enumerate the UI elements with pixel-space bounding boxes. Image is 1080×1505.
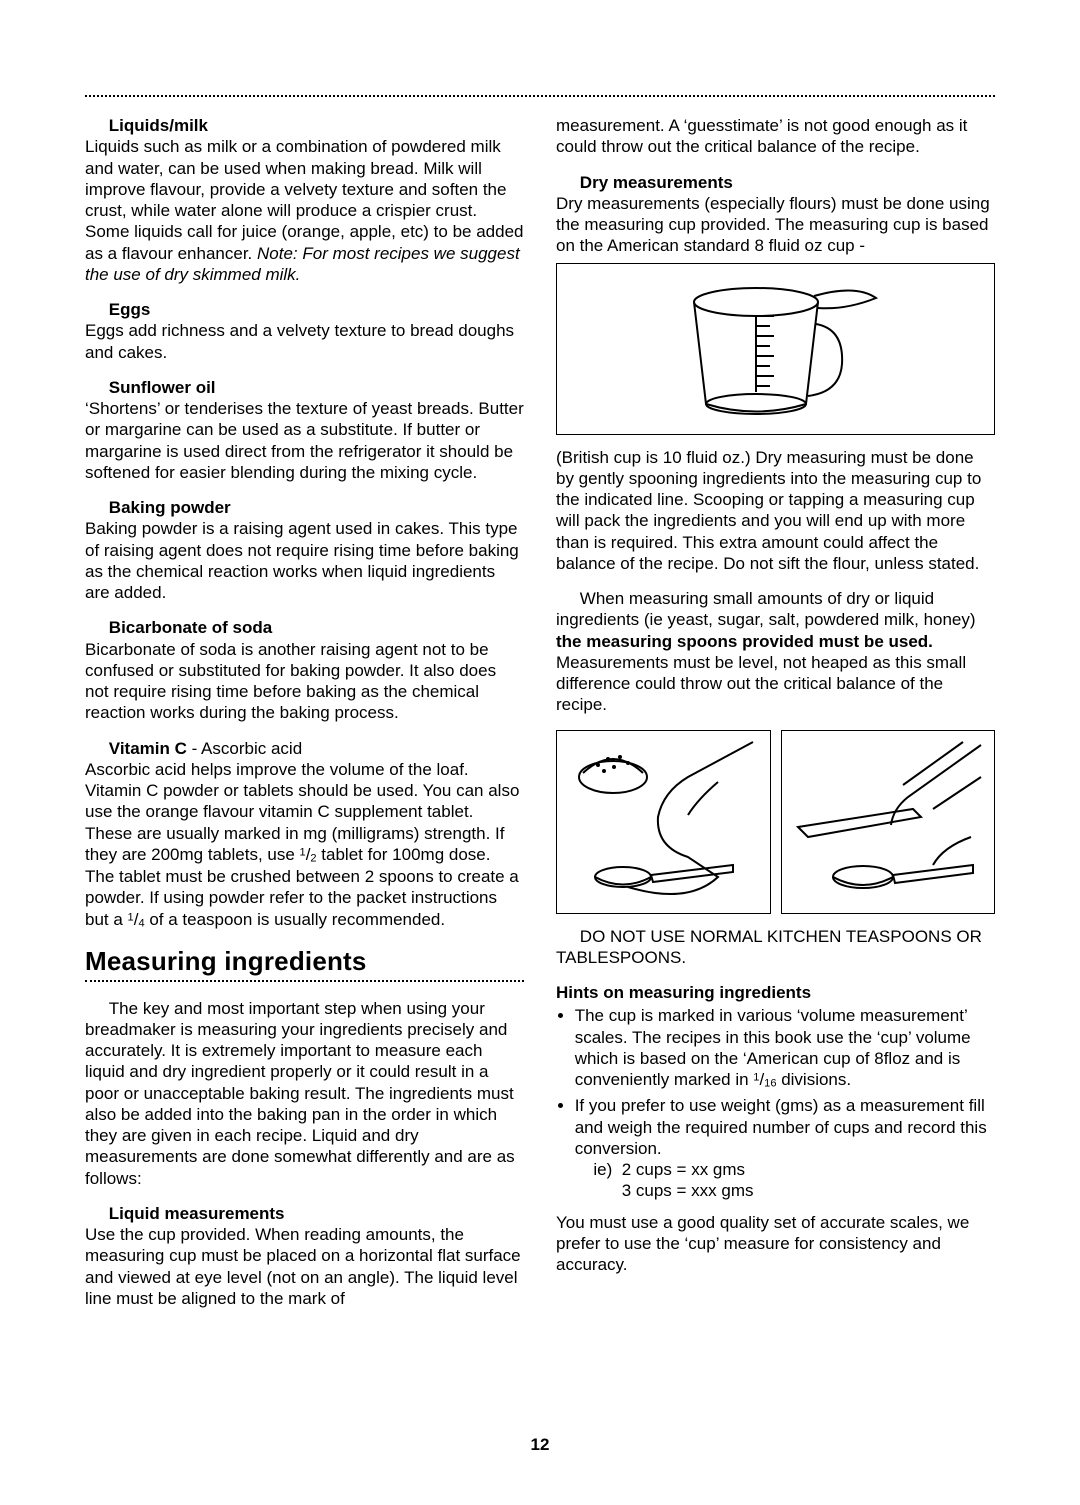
heading-liquids-milk: Liquids/milk bbox=[109, 116, 208, 135]
body-eggs: Eggs add richness and a velvety texture … bbox=[85, 321, 514, 361]
heading-liquid-measurements: Liquid measurements bbox=[109, 1204, 285, 1223]
body-vitamin-c-c: of a teaspoon is usually recommended. bbox=[145, 910, 446, 929]
body-liquid-measurements-cont: measurement. A ‘guesstimate’ is not good… bbox=[556, 115, 995, 158]
body-baking-powder: Baking powder is a raising agent used in… bbox=[85, 519, 519, 602]
section-bicarb: Bicarbonate of soda Bicarbonate of soda … bbox=[85, 617, 524, 723]
body-spoons: When measuring small amounts of dry or l… bbox=[556, 588, 995, 716]
spoons-a: When measuring small amounts of dry or l… bbox=[556, 589, 976, 629]
heading-baking-powder: Baking powder bbox=[109, 498, 231, 517]
measuring-intro: The key and most important step when usi… bbox=[85, 998, 524, 1189]
page-number: 12 bbox=[0, 1434, 1080, 1455]
section-liquid-measurements: Liquid measurements Use the cup provided… bbox=[85, 1203, 524, 1309]
frac1-num: 1 bbox=[300, 846, 306, 858]
ie-label: ie) bbox=[593, 1160, 612, 1179]
measuring-cup-icon bbox=[646, 274, 906, 424]
ie-line1: 2 cups = xx gms bbox=[622, 1160, 745, 1179]
section-vitamin-c: Vitamin C - Ascorbic acid Ascorbic acid … bbox=[85, 738, 524, 932]
top-dotted-rule bbox=[85, 95, 995, 97]
body-bicarb: Bicarbonate of soda is another raising a… bbox=[85, 640, 496, 723]
figure-measuring-cup bbox=[556, 263, 995, 435]
ie-line2: 3 cups = xxx gms bbox=[622, 1181, 754, 1200]
figure-spoon-heaped bbox=[556, 730, 771, 914]
body-dry-intro: Dry measurements (especially flours) mus… bbox=[556, 194, 990, 256]
hint-item-2: If you prefer to use weight (gms) as a m… bbox=[575, 1095, 995, 1201]
hints-list: The cup is marked in various ‘volume mea… bbox=[556, 1005, 995, 1201]
spoons-b: Measurements must be level, not heaped a… bbox=[556, 653, 966, 715]
heading-hints: Hints on measuring ingredients bbox=[556, 983, 811, 1002]
hint1-frac-n: 1 bbox=[753, 1072, 759, 1084]
heading-vitamin-c: Vitamin C bbox=[109, 739, 187, 758]
section-dry-measurements: Dry measurements Dry measurements (espec… bbox=[556, 172, 995, 1276]
hint2-body: If you prefer to use weight (gms) as a m… bbox=[575, 1096, 987, 1158]
hint-item-1: The cup is marked in various ‘volume mea… bbox=[575, 1005, 995, 1091]
spoons-bold: the measuring spoons provided must be us… bbox=[556, 632, 933, 651]
spoon-level-icon bbox=[793, 737, 983, 907]
section-sunflower-oil: Sunflower oil ‘Shortens’ or tenderises t… bbox=[85, 377, 524, 483]
heading-measuring-ingredients: Measuring ingredients bbox=[85, 945, 524, 978]
heading-eggs: Eggs bbox=[109, 300, 151, 319]
body-dry-after-fig: (British cup is 10 fluid oz.) Dry measur… bbox=[556, 447, 995, 575]
hint1-frac-d: 16 bbox=[764, 1078, 776, 1090]
section-liquids-milk: Liquids/milk Liquids such as milk or a c… bbox=[85, 115, 524, 285]
section-eggs: Eggs Eggs add richness and a velvety tex… bbox=[85, 299, 524, 363]
body-sunflower-oil: ‘Shortens’ or tenderises the texture of … bbox=[85, 399, 524, 482]
heading-dry-measurements: Dry measurements bbox=[580, 173, 733, 192]
warning-no-kitchen-spoons: DO NOT USE NORMAL KITCHEN TEASPOONS OR T… bbox=[556, 926, 995, 969]
figure-spoons-row bbox=[556, 730, 995, 914]
subtitle-vitamin-c: - Ascorbic acid bbox=[187, 739, 302, 758]
body-liquid-measurements: Use the cup provided. When reading amoun… bbox=[85, 1225, 521, 1308]
two-column-layout: Liquids/milk Liquids such as milk or a c… bbox=[85, 115, 995, 1365]
spoon-heaped-icon bbox=[568, 737, 758, 907]
section-baking-powder: Baking powder Baking powder is a raising… bbox=[85, 497, 524, 603]
hint1-b: divisions. bbox=[776, 1070, 851, 1089]
ie-block: ie) 2 cups = xx gms 3 cups = xxx gms bbox=[593, 1159, 995, 1202]
frac2-num: 1 bbox=[128, 911, 134, 923]
heading-sunflower-oil: Sunflower oil bbox=[109, 378, 216, 397]
heading-bicarb: Bicarbonate of soda bbox=[109, 618, 272, 637]
heading-dotted-rule bbox=[85, 980, 524, 982]
figure-spoon-level bbox=[781, 730, 996, 914]
closing-note: You must use a good quality set of accur… bbox=[556, 1212, 995, 1276]
